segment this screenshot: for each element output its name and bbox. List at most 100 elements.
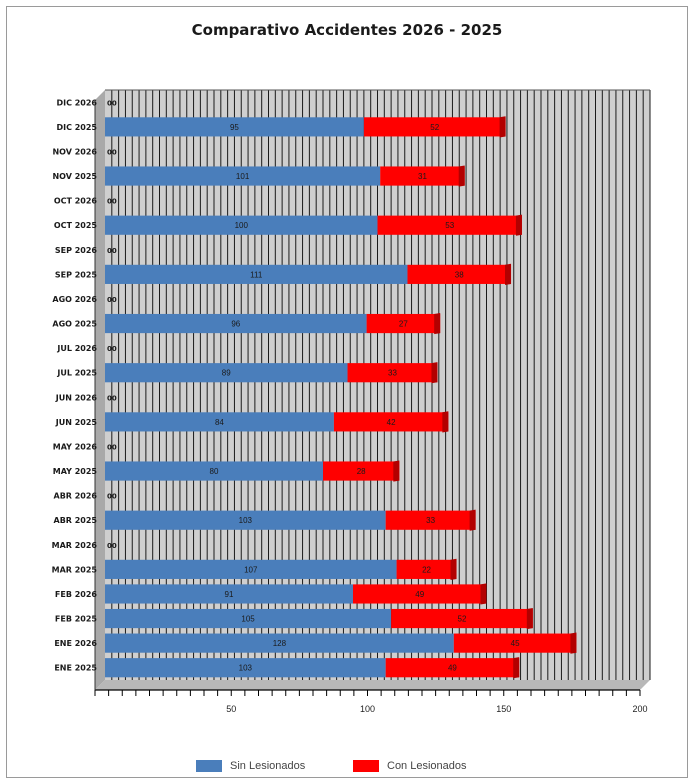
data-label: 45 <box>511 639 520 648</box>
x-tick-label: 200 <box>632 704 647 714</box>
plot-floor <box>95 680 650 690</box>
bar-segment <box>105 264 408 284</box>
bar-segment <box>391 608 533 629</box>
y-category-label: ABR 2026 <box>54 492 98 501</box>
bar-segment <box>453 633 577 653</box>
bar-segment <box>105 461 323 481</box>
bar-segment <box>366 313 441 334</box>
data-label: 80 <box>210 467 219 476</box>
y-category-label: ABR 2025 <box>54 516 98 525</box>
zero-data-label: 00 <box>107 247 117 255</box>
data-label: 52 <box>430 123 439 132</box>
y-category-label: OCT 2026 <box>54 197 98 206</box>
bar-end-cap <box>570 632 577 654</box>
data-label: 105 <box>241 615 255 624</box>
data-label: 103 <box>239 664 253 673</box>
bar-segment <box>377 215 522 235</box>
data-label: 28 <box>357 467 366 476</box>
x-tick-label: 100 <box>360 704 375 714</box>
zero-data-label: 00 <box>107 148 117 156</box>
bar-segment <box>396 559 457 579</box>
data-label: 91 <box>225 590 234 599</box>
bar-end-cap <box>513 657 520 679</box>
data-label: 49 <box>415 590 424 599</box>
bar-end-cap <box>393 460 400 482</box>
data-label: 107 <box>244 565 258 574</box>
y-category-label: AGO 2026 <box>52 295 97 304</box>
data-label: 38 <box>455 270 464 279</box>
y-category-label: ENE 2025 <box>54 664 97 673</box>
data-label: 33 <box>426 516 435 525</box>
bar-end-cap <box>480 583 487 605</box>
bar-end-cap <box>458 165 465 187</box>
bar-segment <box>380 166 465 186</box>
y-category-label: MAY 2026 <box>53 442 98 451</box>
zero-data-label: 00 <box>107 198 117 206</box>
data-label: 96 <box>231 320 240 329</box>
y-category-label: SEP 2026 <box>55 246 98 255</box>
data-label: 49 <box>448 664 457 673</box>
bar-end-cap <box>505 263 512 285</box>
bar-end-cap <box>469 509 476 531</box>
zero-data-label: 00 <box>107 542 117 550</box>
y-category-label: FEB 2025 <box>55 615 98 624</box>
bar-segment <box>105 510 386 530</box>
y-category-label: DIC 2025 <box>56 123 97 132</box>
legend-label-con-lesionados: Con Lesionados <box>387 760 467 772</box>
data-label: 100 <box>235 221 249 230</box>
data-label: 31 <box>418 172 427 181</box>
bar-segment <box>105 412 334 432</box>
bar-segment <box>105 215 378 235</box>
bar-segment <box>333 412 449 432</box>
bar-segment <box>105 584 353 604</box>
data-label: 103 <box>239 516 253 525</box>
y-category-label: JUN 2026 <box>55 393 98 402</box>
zero-data-label: 00 <box>107 443 117 451</box>
y-category-label: JUN 2025 <box>55 418 98 427</box>
bar-end-cap <box>499 116 506 138</box>
zero-data-label: 00 <box>107 394 117 402</box>
bar-segment <box>352 584 487 604</box>
y-category-label: JUL 2025 <box>56 369 97 378</box>
y-category-label: MAR 2026 <box>52 541 98 550</box>
bar-segment <box>105 313 367 334</box>
y-category-label: MAY 2025 <box>53 467 98 476</box>
bar-segment <box>105 559 397 579</box>
bar-end-cap <box>515 214 522 236</box>
bar-end-cap <box>434 312 441 335</box>
zero-data-label: 00 <box>107 296 117 304</box>
bar-end-cap <box>442 411 449 433</box>
legend-swatch-con-lesionados <box>353 760 379 772</box>
data-label: 22 <box>422 565 431 574</box>
bar-segment <box>323 461 400 481</box>
data-label: 52 <box>458 615 467 624</box>
bar-segment <box>105 633 454 653</box>
bar-end-cap <box>431 362 438 384</box>
zero-data-label: 00 <box>107 99 117 107</box>
bar-segment <box>407 264 512 284</box>
x-tick-label: 50 <box>226 704 236 714</box>
y-category-label: ENE 2026 <box>54 639 97 648</box>
legend-item-con-lesionados: Con Lesionados <box>353 760 467 772</box>
legend-label-sin-lesionados: Sin Lesionados <box>230 760 306 772</box>
bar-segment <box>105 117 364 137</box>
y-category-label: AGO 2025 <box>52 320 97 329</box>
y-category-label: DIC 2026 <box>56 98 97 107</box>
y-category-label: NOV 2026 <box>52 147 97 156</box>
data-label: 95 <box>230 123 239 132</box>
data-label: 101 <box>236 172 250 181</box>
x-tick-label: 150 <box>496 704 511 714</box>
bar-segment <box>105 166 381 186</box>
bar-segment <box>385 658 520 678</box>
legend-swatch-sin-lesionados <box>196 760 222 772</box>
bar-end-cap <box>450 558 457 580</box>
data-label: 84 <box>215 418 224 427</box>
zero-data-label: 00 <box>107 493 117 501</box>
data-label: 89 <box>222 369 231 378</box>
data-label: 111 <box>250 270 263 279</box>
bar-segment <box>105 363 348 383</box>
data-label: 42 <box>387 418 396 427</box>
data-label: 33 <box>388 369 397 378</box>
data-label: 53 <box>445 221 454 230</box>
